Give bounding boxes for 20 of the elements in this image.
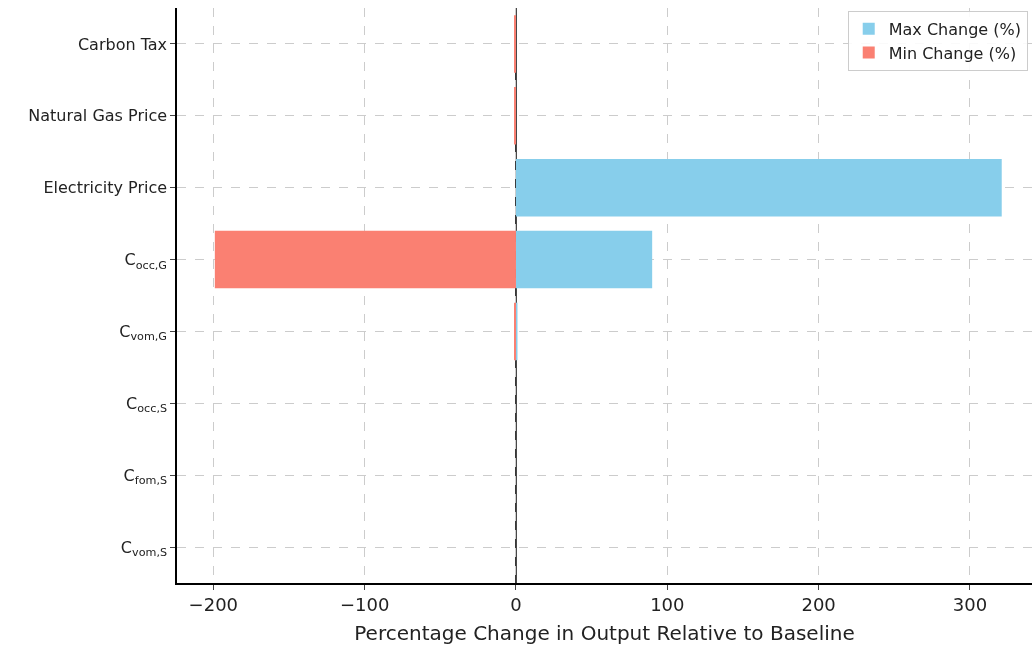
y-tick-label: C$_{fom,S}$ [123,465,168,488]
x-tick-label: 0 [510,594,522,616]
x-tick-label: 300 [952,594,988,616]
y-tick-label: C$_{vom,G}$ [119,322,168,344]
x-tick-label: −100 [339,594,390,616]
legend-label: Min Change (%) [888,43,1017,63]
y-tick-label: C$_{occ,S}$ [126,393,168,416]
y-tick-label: C$_{vom,S}$ [120,537,168,560]
y-tick-label: Natural Gas Price [28,106,168,126]
x-tick-label: 200 [801,594,836,616]
x-tick-label: −200 [188,594,239,616]
bar [515,230,653,289]
y-tick-label: C$_{occ,G}$ [124,250,168,272]
y-tick-label: Carbon Tax [77,34,168,54]
y-tick-label: Electricity Price [43,178,168,198]
legend-label: Max Change (%) [888,20,1021,40]
bar [214,230,516,289]
bar [515,158,1002,217]
x-tick-label: 100 [650,594,685,616]
x-axis-title: Percentage Change in Output Relative to Baseline [354,621,855,645]
